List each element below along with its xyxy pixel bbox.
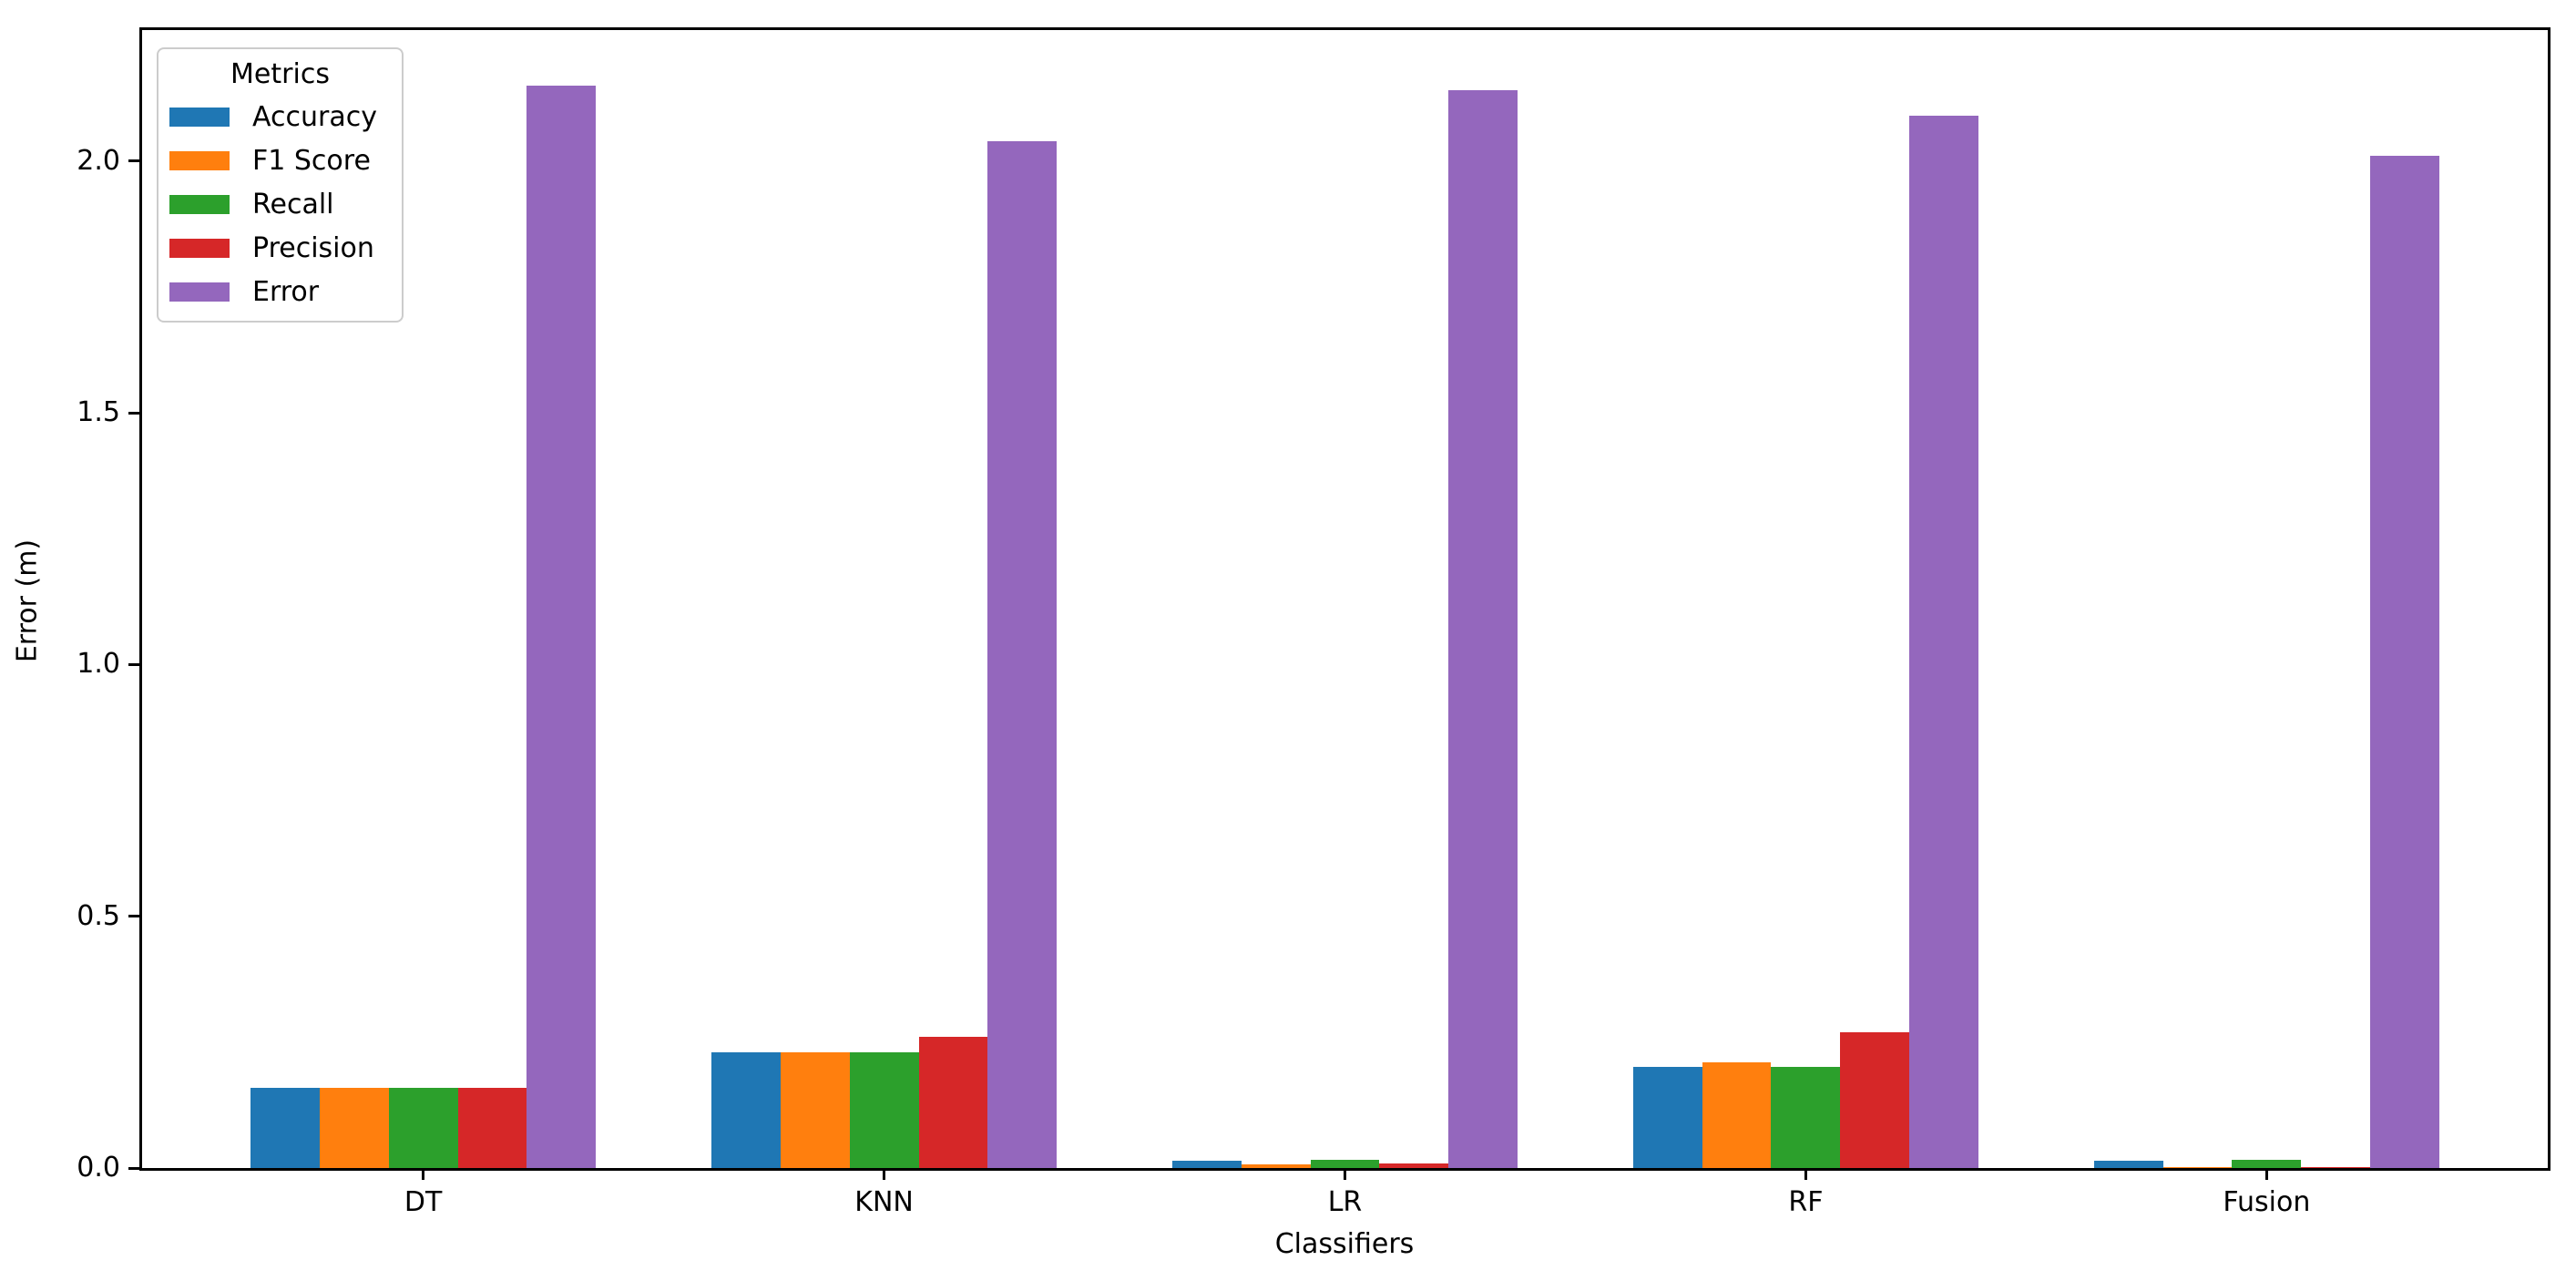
legend: Metrics Accuracy F1 Score Recall Precision E…	[157, 47, 404, 323]
bar-recall-lr	[1310, 1160, 1380, 1168]
bar-error-dt	[526, 85, 597, 1168]
x-tick-mark	[1344, 1169, 1346, 1180]
x-tick-label-lr: LR	[1327, 1186, 1363, 1218]
bar-precision-rf	[1840, 1031, 1910, 1168]
legend-entry-accuracy: Accuracy	[158, 95, 402, 138]
bar-accuracy-fusion	[2093, 1160, 2163, 1168]
legend-swatch-f1-score	[169, 150, 230, 170]
bar-f1-score-lr	[1241, 1164, 1311, 1168]
plot-area: Metrics Accuracy F1 Score Recall Precision E…	[139, 27, 2550, 1171]
y-tick-mark	[128, 411, 139, 415]
y-tick-label: 1.0	[77, 648, 120, 681]
spine-right	[2548, 27, 2550, 1171]
bar-precision-fusion	[2301, 1167, 2371, 1168]
y-tick-label: 2.0	[77, 144, 120, 177]
bar-error-rf	[1909, 115, 1979, 1168]
bar-accuracy-dt	[250, 1087, 320, 1168]
x-tick-mark	[2264, 1169, 2268, 1180]
legend-swatch-recall	[169, 194, 230, 214]
y-tick-mark	[128, 159, 139, 163]
legend-label: Accuracy	[252, 100, 377, 133]
y-axis-line	[139, 27, 142, 1171]
legend-entries: Accuracy F1 Score Recall Precision Error	[158, 95, 402, 313]
legend-swatch-precision	[169, 238, 230, 258]
x-tick-mark	[422, 1169, 425, 1180]
bar-recall-dt	[388, 1087, 458, 1168]
x-tick-label-knn: KNN	[854, 1186, 914, 1218]
legend-label: Precision	[252, 231, 374, 264]
legend-title: Metrics	[230, 58, 330, 90]
legend-label: Recall	[252, 188, 334, 220]
legend-entry-recall: Recall	[158, 182, 402, 226]
bar-error-fusion	[2370, 156, 2440, 1168]
legend-swatch-error	[169, 282, 230, 302]
x-tick-label-fusion: Fusion	[2223, 1186, 2311, 1218]
x-axis-label: Classifiers	[1274, 1228, 1415, 1260]
bar-accuracy-lr	[1171, 1160, 1242, 1168]
bar-f1-score-rf	[1702, 1061, 1772, 1168]
legend-entry-precision: Precision	[158, 226, 402, 270]
bar-accuracy-knn	[710, 1051, 781, 1168]
bar-recall-knn	[849, 1051, 919, 1168]
legend-label: F1 Score	[252, 144, 371, 177]
x-tick-mark	[883, 1169, 886, 1180]
bar-recall-fusion	[2232, 1160, 2302, 1168]
bar-error-lr	[1448, 90, 1518, 1168]
legend-swatch-accuracy	[169, 107, 230, 127]
x-tick-mark	[1804, 1169, 1807, 1180]
y-tick-mark	[128, 662, 139, 666]
y-tick-label: 1.5	[77, 396, 120, 429]
bar-recall-rf	[1771, 1067, 1841, 1168]
bar-error-knn	[987, 140, 1058, 1168]
spine-top	[139, 27, 2550, 30]
bar-precision-lr	[1379, 1163, 1449, 1168]
y-tick-mark	[128, 1166, 139, 1170]
y-tick-mark	[128, 915, 139, 918]
bar-precision-dt	[457, 1087, 527, 1168]
bar-f1-score-knn	[780, 1051, 850, 1168]
legend-entry-error: Error	[158, 270, 402, 313]
bar-precision-knn	[918, 1037, 988, 1168]
legend-entry-f1-score: F1 Score	[158, 138, 402, 182]
x-tick-label-dt: DT	[404, 1186, 443, 1218]
x-tick-label-rf: RF	[1788, 1186, 1824, 1218]
y-axis-label: Error (m)	[11, 538, 44, 663]
bar-accuracy-rf	[1632, 1067, 1702, 1168]
bar-f1-score-dt	[319, 1087, 389, 1168]
legend-label: Error	[252, 275, 320, 308]
bar-f1-score-fusion	[2162, 1167, 2233, 1168]
y-tick-label: 0.5	[77, 899, 120, 932]
y-tick-label: 0.0	[77, 1152, 120, 1184]
